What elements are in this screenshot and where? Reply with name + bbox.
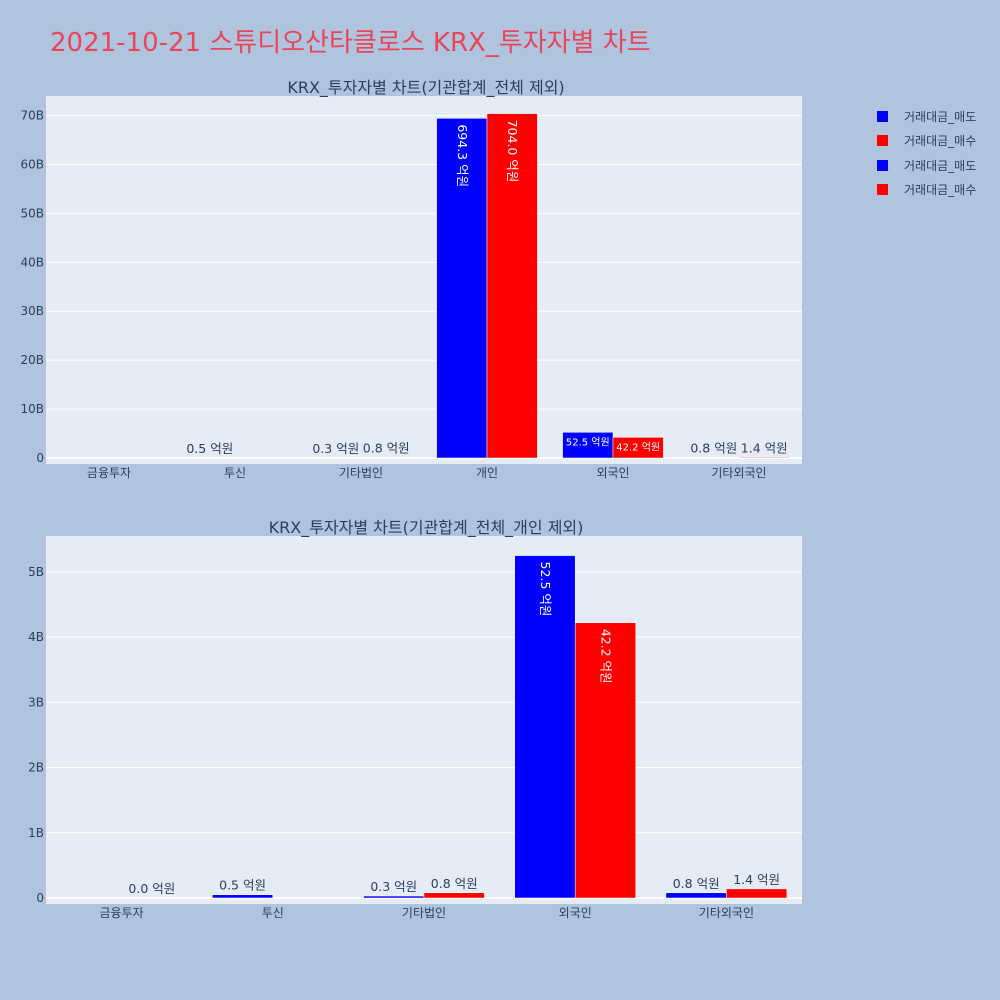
data-label: 0.0 억원 bbox=[128, 881, 175, 896]
y-tick-label: 70B bbox=[20, 109, 44, 123]
data-label: 52.5 억원 bbox=[566, 436, 610, 448]
y-tick-label: 60B bbox=[20, 157, 44, 171]
bar bbox=[562, 432, 614, 459]
data-label: 42.2 억원 bbox=[616, 441, 660, 453]
x-tick-label: 투신 bbox=[224, 466, 246, 480]
data-label: 0.8 억원 bbox=[363, 441, 410, 456]
bar bbox=[436, 118, 488, 459]
bar bbox=[665, 892, 727, 899]
data-label: 0.3 억원 bbox=[370, 879, 417, 894]
x-tick-label: 기타외국인 bbox=[699, 906, 754, 920]
bar bbox=[212, 894, 274, 899]
legend-label: 거래대금_매수 bbox=[904, 183, 977, 198]
legend-label: 거래대금_매도 bbox=[904, 158, 977, 173]
bar bbox=[363, 895, 425, 899]
bar bbox=[486, 113, 538, 459]
legend[interactable]: 거래대금_매도 거래대금_매수 거래대금_매도 거래대금_매수 bbox=[868, 104, 998, 202]
y-tick-label: 50B bbox=[20, 206, 44, 220]
legend-label: 거래대금_매도 bbox=[904, 109, 977, 124]
y-tick-label: 0 bbox=[36, 891, 44, 905]
y-tick-label: 2B bbox=[28, 761, 44, 775]
y-tick-label: 3B bbox=[28, 695, 44, 709]
bar bbox=[574, 622, 636, 899]
plot-area bbox=[46, 96, 802, 464]
y-tick-label: 30B bbox=[20, 304, 44, 318]
plot-area bbox=[46, 536, 802, 904]
x-tick-label: 기타외국인 bbox=[711, 466, 766, 480]
chart-title: KRX_투자자별 차트(기관합계_전체 제외) bbox=[287, 78, 564, 98]
data-label: 42.2 억원 bbox=[598, 629, 613, 684]
data-label: 0.8 억원 bbox=[431, 876, 478, 891]
legend-item[interactable]: 거래대금_매수 bbox=[868, 129, 998, 154]
bar bbox=[738, 457, 790, 459]
data-label: 694.3 억원 bbox=[455, 124, 470, 187]
chart-title: KRX_투자자별 차트(기관합계_전체_개인 제외) bbox=[269, 518, 584, 538]
x-tick-label: 금융투자 bbox=[87, 466, 131, 480]
x-tick-label: 개인 bbox=[476, 466, 498, 480]
legend-item[interactable]: 거래대금_매도 bbox=[868, 104, 998, 129]
x-tick-label: 기타법인 bbox=[339, 466, 383, 480]
data-label: 0.5 억원 bbox=[186, 441, 233, 456]
legend-item[interactable]: 거래대금_매도 bbox=[868, 153, 998, 178]
data-label: 1.4 억원 bbox=[741, 440, 788, 455]
bar bbox=[423, 892, 485, 899]
legend-swatch bbox=[877, 159, 888, 171]
page-title: 2021-10-21 스튜디오산타클로스 KRX_투자자별 차트 bbox=[50, 28, 651, 58]
y-tick-label: 0 bbox=[36, 451, 44, 465]
legend-item[interactable]: 거래대금_매수 bbox=[868, 178, 998, 203]
legend-swatch bbox=[877, 110, 888, 122]
y-tick-label: 40B bbox=[20, 255, 44, 269]
bar bbox=[726, 888, 788, 899]
data-label: 0.8 억원 bbox=[690, 441, 737, 456]
y-tick-label: 4B bbox=[28, 630, 44, 644]
legend-swatch bbox=[877, 184, 888, 196]
data-label: 0.5 억원 bbox=[219, 878, 266, 893]
data-label: 0.3 억원 bbox=[312, 441, 359, 456]
data-label: 52.5 억원 bbox=[538, 562, 553, 617]
legend-label: 거래대금_매수 bbox=[904, 134, 977, 149]
x-tick-label: 투신 bbox=[262, 906, 284, 920]
y-tick-label: 20B bbox=[20, 353, 44, 367]
x-tick-label: 외국인 bbox=[559, 906, 592, 920]
bar bbox=[612, 437, 664, 459]
legend-swatch bbox=[877, 135, 888, 147]
y-tick-label: 1B bbox=[28, 826, 44, 840]
bar bbox=[514, 555, 576, 899]
y-tick-label: 10B bbox=[20, 402, 44, 416]
data-label: 0.8 억원 bbox=[673, 876, 720, 891]
x-tick-label: 기타법인 bbox=[402, 906, 446, 920]
data-label: 704.0 억원 bbox=[505, 120, 520, 183]
y-tick-label: 5B bbox=[28, 565, 44, 579]
x-tick-label: 금융투자 bbox=[100, 906, 144, 920]
x-tick-label: 외국인 bbox=[596, 466, 629, 480]
data-label: 1.4 억원 bbox=[733, 872, 780, 887]
